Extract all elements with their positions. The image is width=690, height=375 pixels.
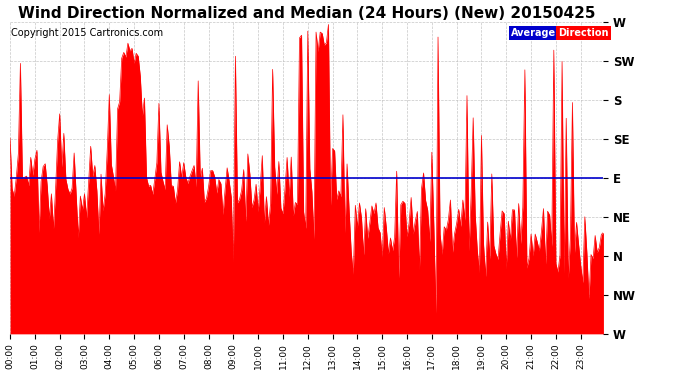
Title: Wind Direction Normalized and Median (24 Hours) (New) 20150425: Wind Direction Normalized and Median (24… [18,6,595,21]
Text: Copyright 2015 Cartronics.com: Copyright 2015 Cartronics.com [11,28,164,38]
Text: Average: Average [511,28,557,38]
Text: Direction: Direction [558,28,609,38]
